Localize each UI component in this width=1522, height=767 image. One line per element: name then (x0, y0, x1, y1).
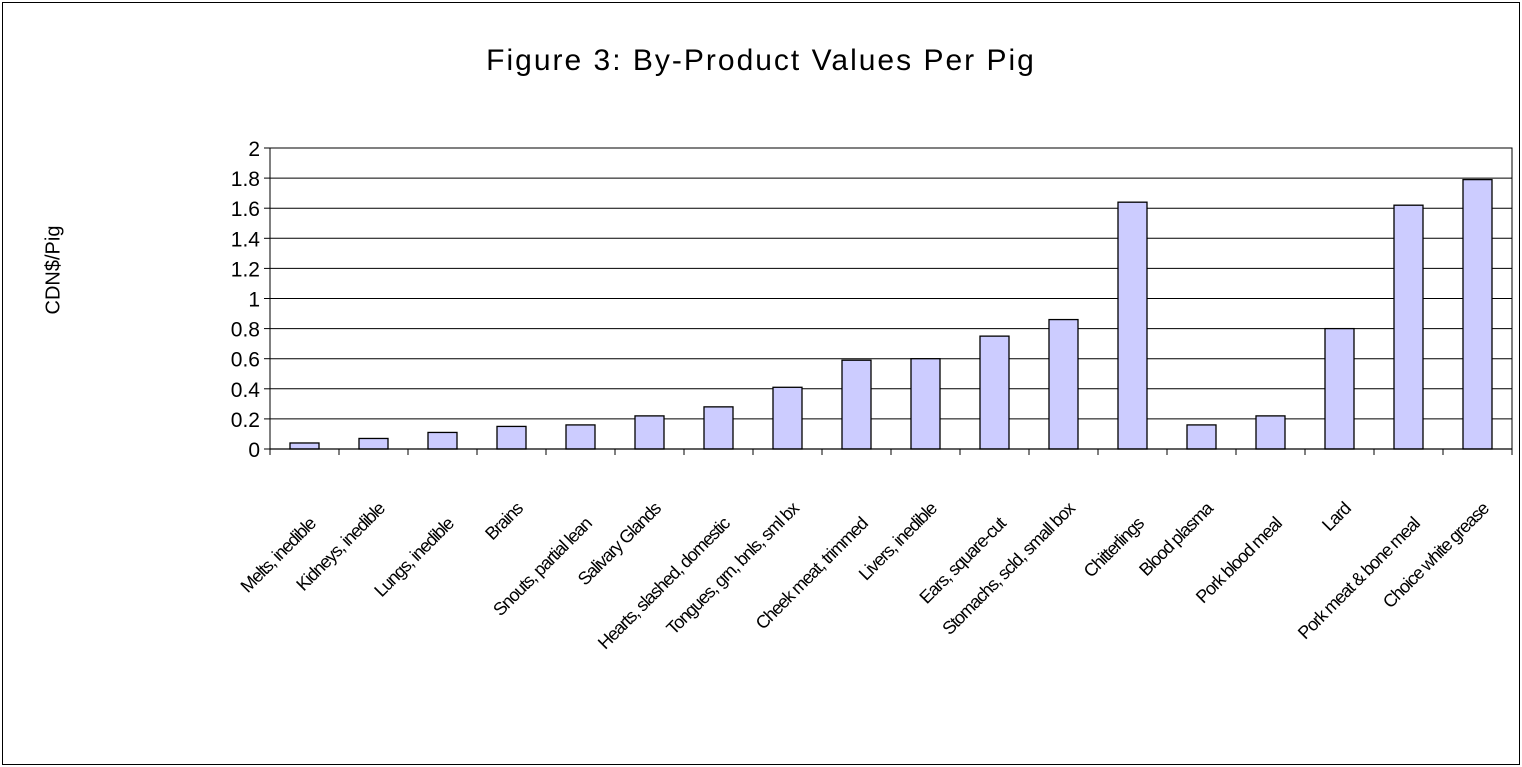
x-tick-label: Livers, inedible (855, 498, 941, 584)
bar (1393, 204, 1424, 450)
x-tick-label: Blood plasma (1135, 497, 1218, 580)
bar (1462, 178, 1493, 450)
bar (1255, 415, 1286, 450)
y-tick-label: 1.2 (231, 258, 260, 281)
bar (496, 425, 527, 450)
x-tick-label: Lard (1318, 499, 1354, 535)
bar (1186, 424, 1217, 450)
bar (910, 358, 941, 450)
bar (772, 386, 803, 450)
bar (358, 437, 389, 450)
x-tick-label: Chitterlings (1080, 513, 1148, 581)
x-tick-label: Pork blood meal (1192, 514, 1286, 608)
bar (1117, 201, 1148, 450)
bar (703, 406, 734, 450)
bar (979, 335, 1010, 450)
x-tick-label: Lungs, inedible (370, 513, 458, 601)
chart-title: Figure 3: By-Product Values Per Pig (486, 44, 1036, 77)
y-tick-label: 0.4 (231, 379, 261, 402)
bar (1048, 318, 1079, 450)
y-tick-label: 1.4 (231, 228, 261, 251)
x-tick-label: Kidneys, inedible (292, 498, 389, 595)
y-tick-label: 0 (248, 439, 260, 462)
y-tick-label: 1 (248, 289, 260, 312)
y-tick-label: 0.2 (231, 409, 260, 432)
bar (841, 359, 872, 450)
bar (289, 442, 320, 450)
bar (565, 424, 596, 450)
x-tick-label: Salivary Glands (574, 498, 665, 589)
bars (289, 178, 1493, 450)
bar (1324, 327, 1355, 450)
y-tick-label: 0.8 (231, 319, 260, 342)
bar (427, 431, 458, 450)
y-tick-labels: 0 0.2 0.4 0.6 0.8 1 1.2 1.4 1.6 1.8 2 (231, 138, 261, 462)
y-tick-label: 1.6 (231, 198, 260, 221)
gridlines (269, 147, 1513, 450)
bar (634, 415, 665, 450)
axes (264, 147, 1513, 455)
y-tick-label: 2 (248, 138, 260, 161)
y-tick-label: 1.8 (231, 168, 260, 191)
y-tick-label: 0.6 (231, 349, 260, 372)
x-tick-label: Brains (481, 498, 527, 544)
